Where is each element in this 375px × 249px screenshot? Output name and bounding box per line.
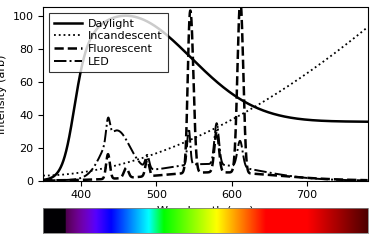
Fluorescent bbox=[41, 179, 45, 182]
Y-axis label: Intensity (arb): Intensity (arb) bbox=[0, 54, 7, 134]
Incandescent bbox=[190, 137, 195, 140]
LED bbox=[199, 163, 203, 166]
Fluorescent bbox=[365, 179, 370, 182]
Line: Incandescent: Incandescent bbox=[43, 27, 368, 176]
Daylight bbox=[199, 66, 203, 69]
LED bbox=[190, 161, 195, 164]
Daylight bbox=[356, 120, 360, 123]
X-axis label: Wavelength (nm): Wavelength (nm) bbox=[157, 206, 254, 216]
Daylight bbox=[356, 120, 360, 123]
Fluorescent bbox=[238, 0, 243, 1]
Daylight bbox=[365, 120, 370, 123]
Line: Daylight: Daylight bbox=[43, 16, 368, 180]
Incandescent bbox=[199, 133, 203, 136]
Fluorescent bbox=[199, 171, 203, 174]
LED bbox=[297, 176, 301, 179]
Daylight bbox=[123, 14, 128, 17]
LED bbox=[57, 179, 62, 182]
Fluorescent bbox=[356, 179, 360, 182]
LED bbox=[365, 179, 370, 182]
Fluorescent bbox=[57, 179, 62, 182]
LED bbox=[356, 179, 360, 182]
LED bbox=[356, 179, 360, 182]
Incandescent bbox=[41, 174, 45, 177]
Incandescent bbox=[356, 33, 360, 36]
Daylight bbox=[190, 58, 195, 61]
Daylight bbox=[41, 178, 45, 181]
Incandescent bbox=[356, 34, 360, 37]
Line: LED: LED bbox=[43, 118, 368, 180]
Line: Fluorescent: Fluorescent bbox=[43, 0, 368, 180]
Fluorescent bbox=[297, 176, 301, 179]
Daylight bbox=[57, 168, 62, 171]
Incandescent bbox=[296, 78, 301, 81]
LED bbox=[106, 116, 111, 119]
Incandescent bbox=[365, 26, 370, 29]
LED bbox=[41, 179, 45, 182]
Fluorescent bbox=[356, 179, 360, 182]
Fluorescent bbox=[190, 37, 195, 40]
Daylight bbox=[297, 117, 301, 120]
Legend: Daylight, Incandescent, Fluorescent, LED: Daylight, Incandescent, Fluorescent, LED bbox=[49, 13, 168, 72]
Incandescent bbox=[57, 173, 62, 176]
